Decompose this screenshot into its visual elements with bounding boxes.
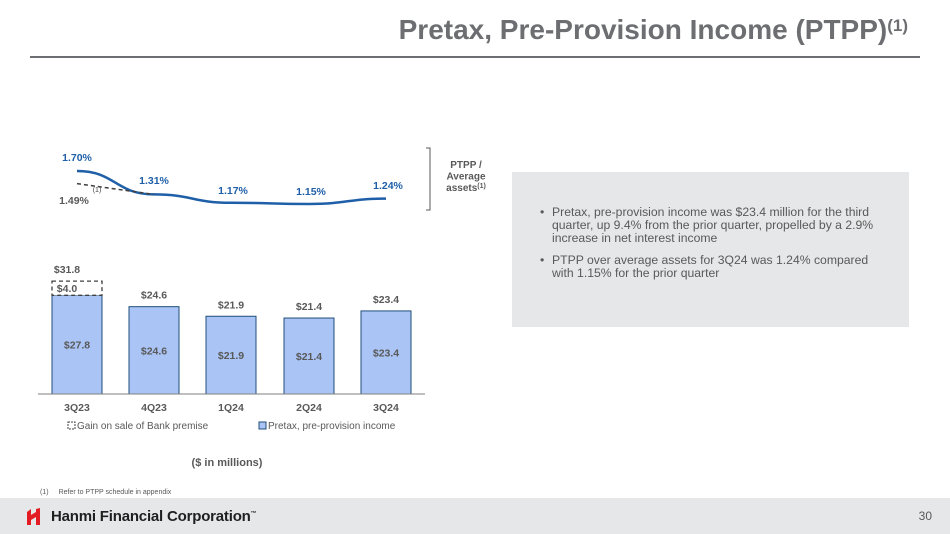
x-tick-label: 2Q24 bbox=[296, 402, 322, 414]
bar-value-label: $24.6 bbox=[141, 345, 167, 357]
adjusted-footnote-marker: (1) bbox=[93, 187, 102, 194]
footnote-number: (1) bbox=[40, 489, 49, 496]
bar-ptpp-1Q24 bbox=[205, 315, 257, 395]
bar-value-label: $21.4 bbox=[296, 351, 322, 363]
line-value-label: 1.17% bbox=[218, 185, 248, 197]
company-name: Hanmi Financial Corporation™ bbox=[51, 507, 257, 525]
bar-value-label: $23.4 bbox=[373, 347, 399, 359]
line-axis-label: Average bbox=[446, 172, 486, 183]
bar-gain-3Q23 bbox=[51, 280, 103, 296]
line-value-label: 1.24% bbox=[373, 180, 403, 192]
bar-total-label: $21.9 bbox=[218, 299, 244, 311]
commentary-panel: Pretax, pre-provision income was $23.4 m… bbox=[512, 172, 909, 327]
footnote: (1) Refer to PTPP schedule in appendix bbox=[40, 489, 171, 496]
line-axis-label-footnote: (1) bbox=[477, 183, 486, 190]
line-axis-label: PTPP / bbox=[450, 160, 482, 171]
line-axis-label: assets(1) bbox=[446, 183, 486, 194]
x-tick-label: 4Q23 bbox=[141, 402, 167, 414]
bar-gain-label: $4.0 bbox=[57, 283, 78, 295]
company-logo: Hanmi Financial Corporation™ bbox=[27, 506, 257, 526]
title-footnote-marker: (1) bbox=[887, 16, 908, 35]
bullet-ptpp-income: Pretax, pre-provision income was $23.4 m… bbox=[540, 206, 885, 245]
line-value-label: 1.70% bbox=[62, 152, 92, 164]
bar-value-label: $27.8 bbox=[64, 340, 90, 352]
legend-swatch-gain bbox=[67, 421, 76, 430]
x-tick-label: 3Q23 bbox=[64, 402, 90, 414]
x-tick-label: 1Q24 bbox=[218, 402, 244, 414]
legend-label-gain: Gain on sale of Bank premise bbox=[77, 421, 209, 432]
bar-value-label: $21.9 bbox=[218, 350, 244, 362]
line-axis-bracket bbox=[426, 147, 431, 211]
footnote-text: Refer to PTPP schedule in appendix bbox=[58, 489, 172, 496]
hanmi-logo-icon bbox=[27, 507, 40, 525]
bar-ptpp-2Q24 bbox=[283, 317, 335, 395]
title-divider bbox=[30, 56, 920, 58]
page-number: 30 bbox=[918, 509, 932, 523]
bar-total-label: $23.4 bbox=[373, 294, 399, 306]
ptpp-average-assets-line bbox=[76, 169, 387, 206]
bar-total-label: $31.8 bbox=[54, 264, 80, 276]
page-title: Pretax, Pre-Provision Income (PTPP)(1) bbox=[398, 14, 908, 45]
bullet-ptpp-average-assets: PTPP over average assets for 3Q24 was 1.… bbox=[540, 254, 885, 280]
adjusted-ptpp-dashed-line bbox=[76, 182, 155, 196]
line-value-label: 1.15% bbox=[296, 186, 326, 198]
legend-swatch-ptpp bbox=[258, 421, 267, 430]
bar-total-label: $21.4 bbox=[296, 301, 322, 313]
units-label: ($ in millions) bbox=[192, 457, 263, 469]
adjusted-value-label: 1.49% bbox=[59, 195, 89, 207]
x-tick-label: 3Q24 bbox=[373, 402, 399, 414]
legend-label-ptpp: Pretax, pre-provision income bbox=[268, 421, 396, 432]
ptpp-chart: $27.8 $4.0 $31.8 3Q23 $24.6 $24.6 4Q23 $21.9 $21… bbox=[38, 147, 486, 469]
line-value-label: 1.31% bbox=[139, 175, 169, 187]
bar-total-label: $24.6 bbox=[141, 290, 167, 302]
bar-ptpp-3Q24 bbox=[360, 310, 412, 395]
bar-ptpp-3Q23 bbox=[51, 294, 103, 395]
footer-bar: Hanmi Financial Corporation™ 30 bbox=[0, 498, 950, 534]
